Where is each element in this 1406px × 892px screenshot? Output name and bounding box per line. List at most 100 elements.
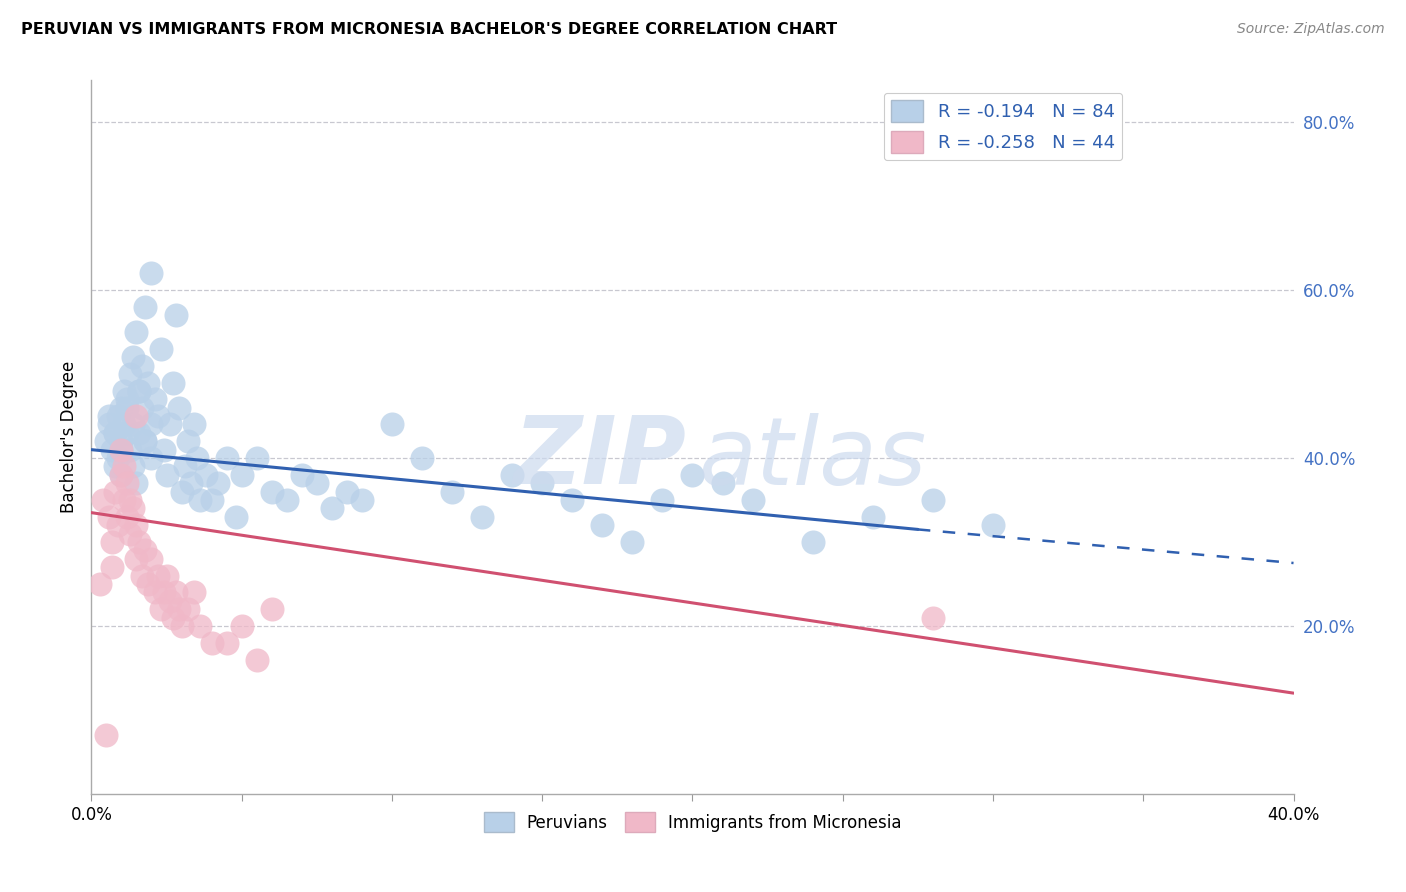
Point (681, 467, 703, 482)
Point (711, 476, 734, 491)
Point (215, 451, 238, 466)
Point (215, 636, 238, 650)
Point (110, 467, 132, 482)
Point (194, 467, 217, 482)
Point (162, 376, 184, 390)
Point (170, 484, 193, 499)
Point (143, 585, 166, 599)
Point (120, 493, 142, 508)
Point (440, 484, 463, 499)
Point (134, 434, 156, 449)
Point (104, 425, 127, 440)
Point (141, 266, 163, 280)
Point (114, 459, 136, 474)
Point (110, 442, 132, 457)
Point (141, 451, 163, 466)
Point (186, 451, 208, 466)
Point (117, 392, 139, 407)
Point (260, 484, 283, 499)
Point (125, 518, 148, 533)
Point (125, 409, 148, 423)
Point (336, 484, 359, 499)
Point (651, 493, 673, 508)
Point (104, 459, 127, 474)
Point (122, 501, 145, 516)
Point (162, 610, 184, 624)
Point (110, 434, 132, 449)
Point (125, 325, 148, 339)
Point (260, 602, 283, 616)
Point (98, 417, 121, 432)
Point (128, 384, 150, 398)
Point (117, 425, 139, 440)
Point (922, 610, 945, 624)
Point (141, 551, 163, 566)
Point (120, 526, 142, 541)
Point (291, 467, 314, 482)
Point (922, 493, 945, 508)
Point (104, 484, 127, 499)
Point (122, 351, 145, 365)
Point (128, 384, 150, 398)
Point (117, 401, 139, 415)
Point (107, 451, 129, 466)
Point (120, 367, 142, 381)
Point (149, 602, 172, 616)
Text: ZIP: ZIP (513, 412, 686, 505)
Text: PERUVIAN VS IMMIGRANTS FROM MICRONESIA BACHELOR'S DEGREE CORRELATION CHART: PERUVIAN VS IMMIGRANTS FROM MICRONESIA B… (21, 22, 837, 37)
Point (107, 518, 129, 533)
Text: Source: ZipAtlas.com: Source: ZipAtlas.com (1237, 22, 1385, 37)
Point (165, 309, 187, 323)
Point (110, 467, 132, 482)
Point (107, 409, 129, 423)
Point (561, 493, 583, 508)
Point (201, 636, 224, 650)
Point (591, 518, 613, 533)
Point (621, 535, 644, 549)
Point (231, 619, 253, 633)
Point (152, 585, 174, 599)
Y-axis label: Bachelor's Degree: Bachelor's Degree (59, 361, 77, 513)
Point (101, 560, 124, 574)
Point (149, 342, 172, 356)
Point (117, 476, 139, 491)
Point (471, 509, 494, 524)
Point (138, 376, 160, 390)
Point (110, 401, 132, 415)
Point (146, 568, 169, 582)
Point (101, 442, 124, 457)
Point (98, 409, 121, 423)
Point (225, 509, 247, 524)
Point (176, 434, 198, 449)
Point (159, 594, 181, 608)
Point (96, 728, 118, 742)
Point (183, 417, 205, 432)
Point (201, 493, 224, 508)
Point (110, 442, 132, 457)
Point (114, 493, 136, 508)
Point (122, 459, 145, 474)
Point (176, 602, 198, 616)
Point (134, 543, 156, 558)
Point (167, 401, 190, 415)
Point (173, 459, 195, 474)
Point (131, 359, 153, 373)
Point (134, 300, 156, 314)
Point (246, 652, 269, 666)
Point (501, 467, 523, 482)
Point (125, 476, 148, 491)
Point (104, 425, 127, 440)
Point (101, 535, 124, 549)
Point (131, 568, 153, 582)
Point (246, 451, 269, 466)
Point (117, 509, 139, 524)
Point (96, 434, 118, 449)
Point (180, 476, 202, 491)
Point (231, 467, 253, 482)
Point (128, 535, 150, 549)
Point (146, 409, 169, 423)
Point (114, 417, 136, 432)
Point (862, 509, 884, 524)
Point (188, 493, 211, 508)
Legend: Peruvians, Immigrants from Micronesia: Peruvians, Immigrants from Micronesia (477, 805, 908, 839)
